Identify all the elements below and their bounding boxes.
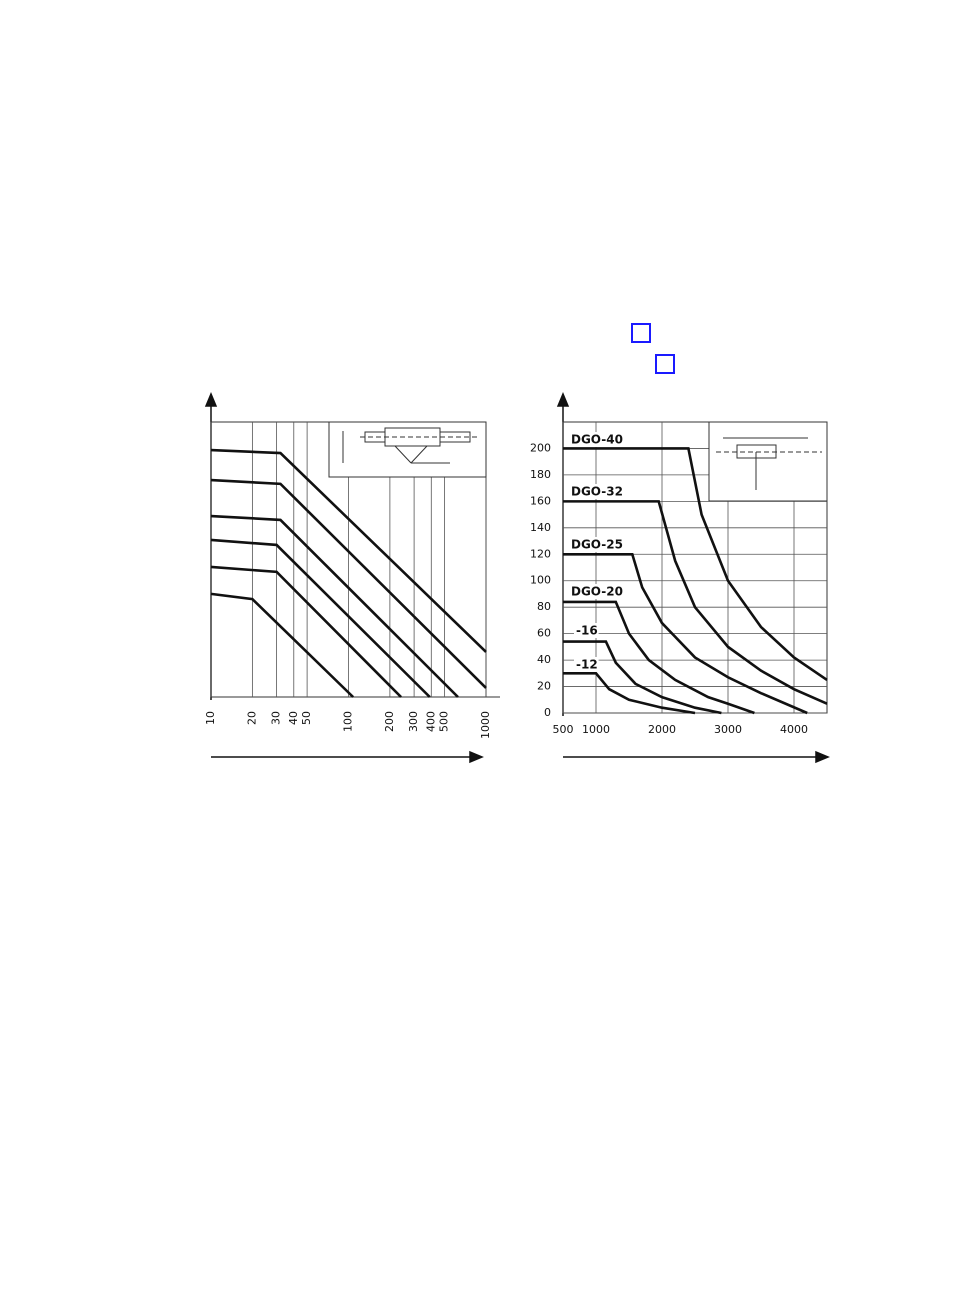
curve [210, 514, 459, 698]
series-label: DGO-20 [571, 585, 623, 599]
marker-box [631, 323, 651, 343]
series-label: DGO-32 [571, 485, 623, 499]
marker-box [655, 354, 675, 374]
x-tick-label: 500 [553, 723, 574, 736]
label-bg [569, 484, 619, 499]
curve [210, 448, 487, 653]
y-tick-label: 140 [530, 521, 551, 534]
series-label: DGO-25 [571, 538, 623, 552]
curve [563, 672, 696, 715]
y-tick-label: 180 [530, 468, 551, 481]
curve [563, 600, 755, 715]
x-tick-label: 1000 [479, 711, 492, 739]
x-tick-label: 3000 [714, 723, 742, 736]
curve [563, 447, 828, 682]
x-tick-label: 1000 [582, 723, 610, 736]
label-bg [574, 623, 599, 638]
x-tick-label: 300 [407, 711, 420, 732]
x-tick-label: 400 [424, 711, 437, 732]
x-tick-label: 50 [300, 711, 313, 725]
curve [210, 478, 487, 689]
y-tick-label: 100 [530, 574, 551, 587]
x-tick-label: 100 [342, 711, 355, 732]
plots: 10 20 30 40 50 100 200 300 400 500 1000 500 1000 2000… [204, 422, 828, 739]
x-tick-label: 20 [245, 711, 258, 725]
series-label: DGO-40 [571, 433, 623, 447]
x-tick-label: 30 [270, 711, 283, 725]
y-tick-label: 40 [537, 653, 551, 666]
label-bg [569, 584, 619, 599]
x-tick-label: 10 [204, 711, 217, 725]
curve [210, 592, 355, 698]
x-tick-label: 40 [287, 711, 300, 725]
label-bg [569, 537, 619, 552]
label-bg [574, 657, 599, 672]
label-bg [569, 432, 619, 447]
inset-right [708, 421, 828, 502]
y-tick-label: 60 [537, 627, 551, 640]
inset-left [328, 421, 487, 478]
y-tick-label: 120 [530, 547, 551, 560]
x-tick-label: 2000 [648, 723, 676, 736]
x-tick-label: 200 [383, 711, 396, 732]
y-tick-label: 200 [530, 441, 551, 454]
x-tick-label: 500 [438, 711, 451, 732]
curve [210, 565, 402, 698]
curve [563, 552, 808, 715]
x-tick-label: 4000 [780, 723, 808, 736]
curve [563, 640, 722, 715]
series-label: -12 [576, 658, 598, 672]
y-tick-label: 160 [530, 494, 551, 507]
y-tick-label: 0 [544, 706, 551, 719]
y-tick-label: 80 [537, 600, 551, 613]
y-tick-label: 20 [537, 680, 551, 693]
series-label: -16 [576, 624, 598, 638]
curve [210, 538, 431, 698]
curve [563, 500, 828, 705]
